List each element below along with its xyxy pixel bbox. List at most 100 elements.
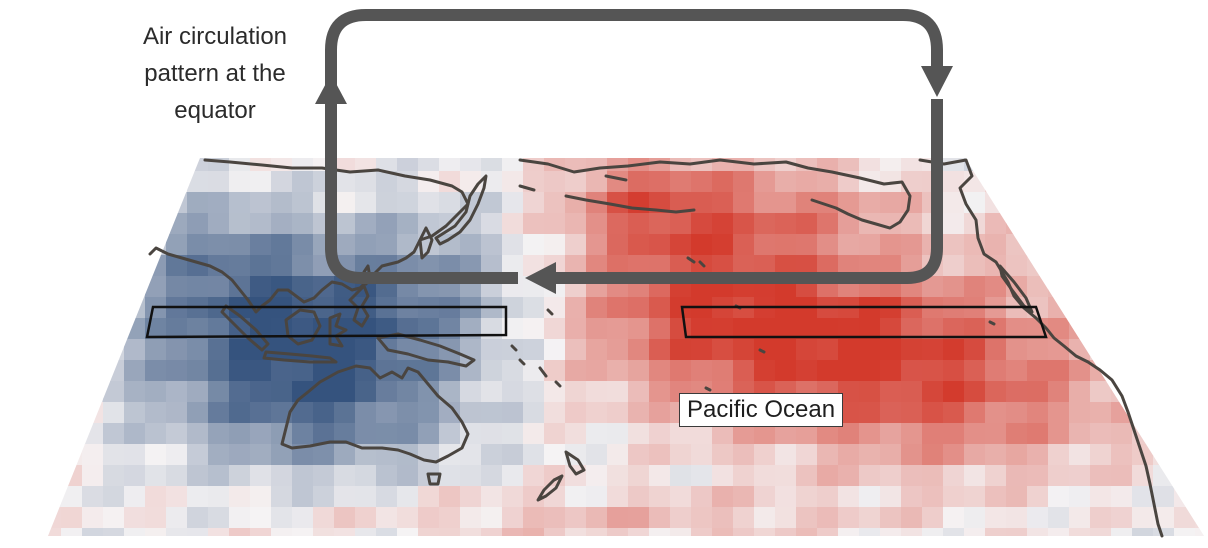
anomaly-cell: [355, 234, 377, 256]
anomaly-cell: [124, 486, 146, 508]
anomaly-cell: [397, 465, 419, 487]
anomaly-cell: [1006, 339, 1028, 361]
anomaly-cell: [838, 465, 860, 487]
anomaly-cell: [733, 507, 755, 529]
anomaly-cell: [649, 339, 671, 361]
anomaly-cell: [1153, 423, 1175, 445]
anomaly-cell: [649, 192, 671, 214]
anomaly-cell: [901, 444, 923, 466]
anomaly-cell: [1069, 171, 1091, 193]
anomaly-cell: [691, 486, 713, 508]
anomaly-cell: [775, 213, 797, 235]
anomaly-cell: [712, 486, 734, 508]
anomaly-cell: [481, 158, 503, 172]
anomaly-cell: [607, 213, 629, 235]
anomaly-cell: [61, 507, 83, 529]
anomaly-cell: [712, 318, 734, 340]
anomaly-cell: [859, 402, 881, 424]
anomaly-cell: [48, 297, 62, 319]
anomaly-cell: [502, 402, 524, 424]
anomaly-cell: [880, 381, 902, 403]
anomaly-cell: [943, 465, 965, 487]
anomaly-cell: [628, 423, 650, 445]
anomaly-cell: [712, 507, 734, 529]
anomaly-cell: [565, 158, 587, 172]
anomaly-cell: [733, 318, 755, 340]
anomaly-cell: [355, 158, 377, 172]
anomaly-cell: [1027, 255, 1049, 277]
anomaly-cell: [82, 423, 104, 445]
anomaly-cell: [208, 234, 230, 256]
anomaly-cell: [1132, 528, 1154, 536]
anomaly-cell: [754, 486, 776, 508]
anomaly-cell: [145, 192, 167, 214]
anomaly-cell: [460, 465, 482, 487]
anomaly-cell: [103, 297, 125, 319]
anomaly-cell: [187, 423, 209, 445]
anomaly-cell: [418, 423, 440, 445]
anomaly-cell: [103, 158, 125, 172]
anomaly-cell: [1048, 381, 1070, 403]
western-box: [145, 305, 508, 339]
anomaly-cell: [1006, 423, 1028, 445]
anomaly-cell: [943, 423, 965, 445]
anomaly-cell: [82, 297, 104, 319]
anomaly-cell: [103, 276, 125, 298]
anomaly-cell: [1153, 297, 1175, 319]
anomaly-cell: [271, 339, 293, 361]
anomaly-cell: [61, 423, 83, 445]
anomaly-cell: [985, 486, 1007, 508]
anomaly-cell: [1195, 339, 1204, 361]
anomaly-cell: [1006, 486, 1028, 508]
anomaly-cell: [208, 276, 230, 298]
anomaly-cell: [922, 507, 944, 529]
anomaly-cell: [271, 507, 293, 529]
anomaly-cell: [796, 507, 818, 529]
anomaly-cell: [712, 339, 734, 361]
anomaly-cell: [964, 192, 986, 214]
anomaly-cell: [754, 255, 776, 277]
anomaly-cell: [187, 171, 209, 193]
anomaly-cell: [901, 318, 923, 340]
anomaly-cell: [1006, 234, 1028, 256]
anomaly-cell: [775, 444, 797, 466]
anomaly-cell: [271, 171, 293, 193]
anomaly-cell: [418, 360, 440, 382]
anomaly-cell: [1132, 486, 1154, 508]
anomaly-cell: [964, 234, 986, 256]
anomaly-cell: [1069, 192, 1091, 214]
anomaly-cell: [82, 381, 104, 403]
anomaly-cell: [481, 339, 503, 361]
anomaly-cell: [124, 192, 146, 214]
anomaly-cell: [964, 402, 986, 424]
anomaly-cell: [1153, 234, 1175, 256]
anomaly-cell: [103, 213, 125, 235]
anomaly-cell: [880, 318, 902, 340]
anomaly-cell: [502, 444, 524, 466]
anomaly-cell: [607, 318, 629, 340]
anomaly-cell: [1069, 402, 1091, 424]
anomaly-cell: [439, 486, 461, 508]
anomaly-cell: [460, 444, 482, 466]
anomaly-cell: [460, 402, 482, 424]
anomaly-cell: [208, 528, 230, 536]
anomaly-cell: [523, 360, 545, 382]
anomaly-cell: [754, 360, 776, 382]
anomaly-cell: [250, 318, 272, 340]
anomaly-cell: [943, 486, 965, 508]
anomaly-cell: [1132, 318, 1154, 340]
anomaly-cell: [292, 255, 314, 277]
anomaly-cell: [1111, 255, 1133, 277]
anomaly-cell: [628, 381, 650, 403]
anomaly-cell: [1069, 465, 1091, 487]
anomaly-cell: [271, 381, 293, 403]
anomaly-cell: [985, 171, 1007, 193]
anomaly-cell: [607, 507, 629, 529]
anomaly-cell: [271, 360, 293, 382]
anomaly-cell: [586, 528, 608, 536]
anomaly-cell: [82, 486, 104, 508]
anomaly-cell: [649, 234, 671, 256]
anomaly-cell: [901, 465, 923, 487]
anomaly-cell: [985, 158, 1007, 172]
anomaly-cell: [1069, 318, 1091, 340]
